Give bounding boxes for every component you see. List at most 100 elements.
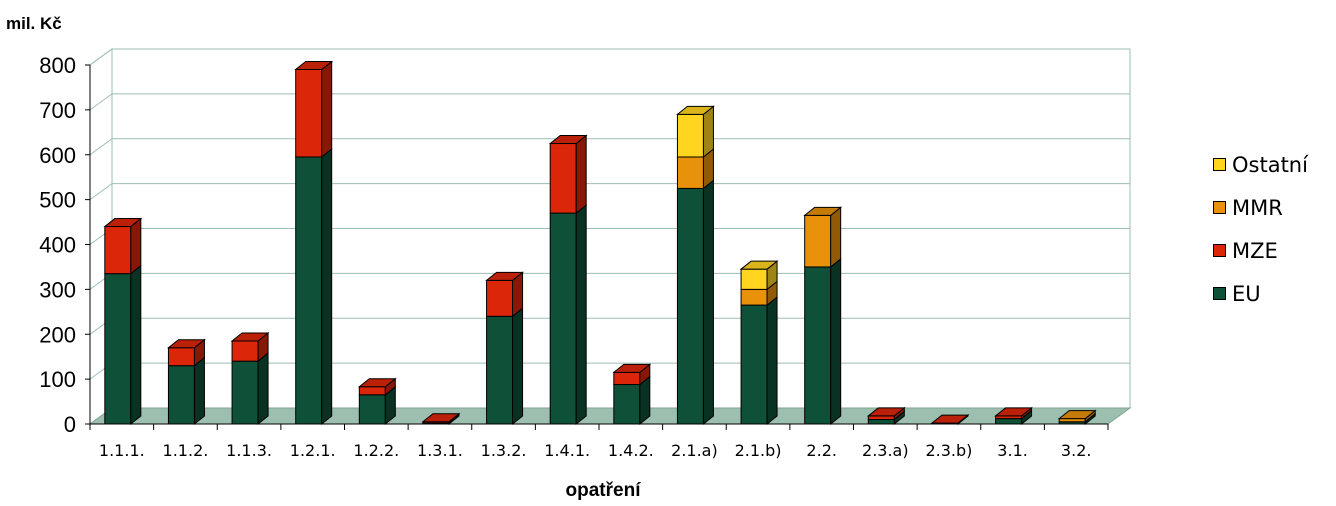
y-tick-label: 500: [39, 188, 76, 213]
gridline-side: [89, 48, 113, 66]
y-tick-label: 100: [39, 367, 76, 392]
bar-segment-mze: [231, 340, 259, 362]
y-tick-label: 800: [39, 53, 76, 78]
bar-segment-mze-side: [575, 134, 587, 215]
bar-segment-mze: [549, 143, 577, 214]
bar-segment-ostatni: [676, 113, 704, 158]
x-tick-label: 2.3.a): [862, 441, 909, 460]
bar-segment-eu-side: [512, 307, 524, 426]
bar-segment-eu: [358, 394, 386, 425]
bar-top: [1057, 410, 1097, 420]
x-tick-label: 3.2.: [1061, 441, 1092, 460]
x-tick-label: 1.3.1.: [417, 441, 463, 460]
bar-top: [676, 105, 715, 115]
bar-segment-ostatni-side: [702, 105, 714, 159]
x-tick-label: 1.2.1.: [290, 441, 336, 460]
bar-segment-mmr: [740, 288, 768, 306]
bar-top: [103, 218, 143, 228]
x-tick-label: 1.1.3.: [226, 441, 272, 460]
y-tick-label: 700: [39, 98, 76, 123]
bar-top: [167, 339, 206, 349]
x-tick-label: 1.4.1.: [544, 441, 590, 460]
y-tick-label: 200: [39, 322, 76, 347]
bar-segment-eu-side: [321, 147, 333, 426]
x-tick-label: 1.4.2.: [608, 441, 654, 460]
legend-label: EU: [1232, 281, 1261, 306]
bar-segment-eu-side: [257, 352, 269, 426]
legend-item: MZE: [1213, 229, 1308, 272]
bar-top: [357, 378, 397, 388]
legend-label: MMR: [1232, 195, 1283, 220]
x-tick-label: 1.1.2.: [163, 441, 209, 460]
bar-segment-mze: [358, 386, 386, 396]
x-tick-label: 2.1.b): [735, 441, 782, 460]
bar-top: [230, 332, 270, 342]
bar-segment-mze: [613, 371, 641, 386]
x-tick-label: 2.1.a): [671, 441, 718, 460]
x-tick-label: 1.3.2.: [481, 441, 527, 460]
bar-segment-eu-side: [766, 296, 778, 426]
bar-segment-eu: [804, 266, 832, 425]
bar-top: [294, 60, 334, 70]
y-axis-title: mil. Kč: [6, 14, 62, 33]
bar-segment-mze-side: [130, 217, 142, 275]
legend-swatch: [1213, 201, 1226, 214]
bar-segment-ostatni: [740, 268, 768, 290]
bar-segment-eu-side: [702, 179, 714, 426]
bar-segment-eu-side: [193, 356, 205, 426]
bar-segment-eu: [549, 212, 577, 425]
x-axis-title: opatření: [565, 480, 641, 501]
bar-top: [485, 271, 524, 281]
bar-segment-eu-side: [575, 204, 587, 426]
bar-segment-eu: [295, 156, 323, 425]
bar-segment-mze: [295, 68, 323, 158]
bar-segment-eu: [167, 365, 195, 425]
x-tick-label: 3.1.: [997, 441, 1028, 460]
legend-label: MZE: [1232, 238, 1278, 263]
bar-segment-eu: [867, 419, 895, 425]
x-tick-label: 1.1.1.: [99, 441, 145, 460]
x-tick-label: 2.2.: [806, 441, 837, 460]
gridline-side: [89, 138, 113, 156]
bar-segment-mmr-side: [830, 206, 842, 268]
bar-segment-eu: [740, 304, 768, 425]
x-tick-label: 2.3.b): [925, 441, 972, 460]
bar-segment-mze: [867, 415, 895, 421]
legend-item: EU: [1213, 272, 1308, 315]
bar-segment-mze-side: [321, 60, 333, 159]
y-tick-label: 300: [39, 277, 76, 302]
gridline-side: [89, 93, 113, 111]
bar-top: [739, 260, 779, 270]
bar-segment-mze: [167, 347, 195, 367]
legend-item: Ostatní: [1213, 143, 1308, 186]
legend-label: Ostatní: [1232, 152, 1308, 177]
y-tick-label: 0: [64, 412, 76, 437]
bar-top: [612, 363, 652, 373]
gridline-side: [89, 183, 113, 201]
legend-item: MMR: [1213, 186, 1308, 229]
bar-top: [930, 414, 970, 424]
bar-segment-eu: [104, 273, 132, 425]
bar-segment-eu: [676, 187, 704, 425]
bar-segment-mmr: [676, 156, 704, 189]
bar-segment-eu-side: [830, 257, 842, 426]
x-tick-label: 1.2.2.: [353, 441, 399, 460]
legend-swatch: [1213, 158, 1226, 171]
bar-segment-eu: [486, 315, 514, 425]
bar-segment-eu: [613, 384, 641, 425]
bar-top: [421, 413, 461, 423]
bar-segment-mze: [486, 279, 514, 317]
bar-segment-eu-side: [130, 264, 142, 426]
bar-top: [866, 407, 906, 417]
bar-segment-mze: [104, 226, 132, 275]
legend-swatch: [1213, 244, 1226, 257]
bar-top: [994, 407, 1033, 417]
bar-segment-eu: [995, 418, 1023, 425]
legend-swatch: [1213, 287, 1226, 300]
y-tick-label: 400: [39, 233, 76, 258]
bar-top: [803, 206, 843, 216]
legend: Ostatní MMR MZE EU: [1213, 143, 1308, 315]
x-axis-title-wrap: opatření: [0, 480, 1336, 502]
bar-segment-mmr: [804, 214, 832, 268]
